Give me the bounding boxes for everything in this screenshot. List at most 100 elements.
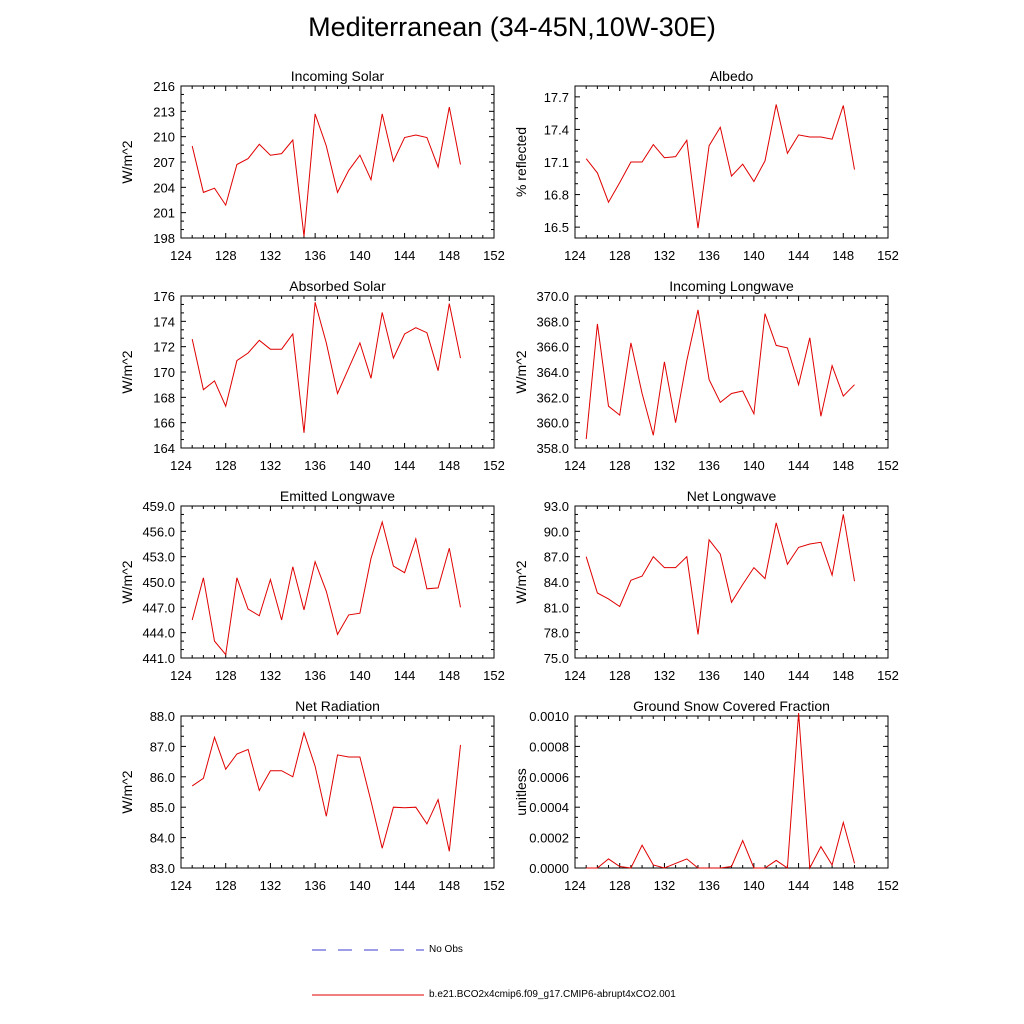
emitted-longwave-ytick-label: 450.0 [142, 575, 175, 590]
incoming-longwave-frame [574, 295, 889, 449]
emitted-longwave-xtick-label: 140 [349, 668, 371, 683]
ground-snow-covered-fraction-xtick-label: 124 [564, 878, 586, 893]
net-radiation-ytick-label: 86.0 [150, 770, 175, 785]
incoming-solar-xtick-label: 152 [483, 248, 505, 263]
ground-snow-covered-fraction-xtick-label: 136 [698, 878, 720, 893]
incoming-solar-ytick-label: 213 [153, 104, 175, 119]
net-radiation-xtick-label: 128 [215, 878, 237, 893]
incoming-solar-xtick-label: 148 [438, 248, 460, 263]
incoming-solar-xtick-label: 140 [349, 248, 371, 263]
absorbed-solar-ytick-label: 164 [153, 441, 175, 456]
incoming-longwave-ytick-label: 364.0 [536, 365, 569, 380]
absorbed-solar-ylabel: W/m^2 [119, 350, 135, 393]
incoming-solar-xtick-label: 144 [394, 248, 416, 263]
absorbed-solar-ytick-label: 174 [153, 314, 175, 329]
net-radiation-ytick-label: 87.0 [150, 739, 175, 754]
incoming-solar-ylabel: W/m^2 [119, 140, 135, 183]
net-longwave-xtick-label: 132 [654, 668, 676, 683]
incoming-longwave-series-line [585, 309, 855, 440]
incoming-solar-ytick-label: 210 [153, 130, 175, 145]
albedo-xtick-label: 140 [743, 248, 765, 263]
incoming-longwave-xtick-label: 132 [654, 458, 676, 473]
incoming-longwave-ylabel: W/m^2 [513, 350, 529, 393]
absorbed-solar-xtick-label: 132 [260, 458, 282, 473]
incoming-solar-title: Incoming Solar [291, 68, 385, 84]
absorbed-solar-xtick-label: 140 [349, 458, 371, 473]
albedo-series-line [585, 104, 855, 229]
legend-obs-line [312, 949, 424, 951]
net-longwave-xtick-label: 148 [832, 668, 854, 683]
incoming-longwave-ytick-label: 358.0 [536, 441, 569, 456]
absorbed-solar-ytick-label: 172 [153, 340, 175, 355]
absorbed-solar-xtick-label: 144 [394, 458, 416, 473]
emitted-longwave-chart: Emitted Longwave W/m^2 124 128 132 136 140 144 1… [119, 488, 505, 683]
incoming-longwave-xtick-label: 148 [832, 458, 854, 473]
ground-snow-covered-fraction-ytick-label: 0.0004 [529, 800, 569, 815]
albedo-xtick-label: 148 [832, 248, 854, 263]
ground-snow-covered-fraction-xtick-label: 148 [832, 878, 854, 893]
net-longwave-xtick-label: 152 [877, 668, 899, 683]
incoming-solar-xtick-label: 132 [260, 248, 282, 263]
incoming-longwave-chart: Incoming Longwave W/m^2 124 128 132 136 140 144… [513, 278, 899, 473]
net-radiation-title: Net Radiation [295, 698, 380, 714]
net-radiation-series-line [191, 730, 461, 852]
net-longwave-chart: Net Longwave W/m^2 124 128 132 136 140 144 148 15… [513, 488, 899, 683]
ground-snow-covered-fraction-ytick-label: 0.0006 [529, 770, 569, 785]
ground-snow-covered-fraction-series-line [586, 712, 855, 870]
incoming-longwave-ytick-label: 366.0 [536, 340, 569, 355]
albedo-xtick-label: 124 [564, 248, 586, 263]
incoming-longwave-xtick-label: 140 [743, 458, 765, 473]
incoming-solar-ytick-label: 207 [153, 155, 175, 170]
net-longwave-xtick-label: 144 [788, 668, 810, 683]
net-radiation-ytick-label: 84.0 [150, 831, 175, 846]
net-radiation-xtick-label: 132 [260, 878, 282, 893]
ground-snow-covered-fraction-xtick-label: 144 [788, 878, 810, 893]
ground-snow-covered-fraction-xtick-label: 128 [609, 878, 631, 893]
albedo-frame [574, 85, 889, 239]
ground-snow-covered-fraction-chart: Ground Snow Covered Fraction unitless 124 1… [513, 698, 899, 893]
net-radiation-ytick-label: 83.0 [150, 861, 175, 876]
albedo-xtick-label: 128 [609, 248, 631, 263]
net-radiation-xtick-label: 144 [394, 878, 416, 893]
absorbed-solar-xtick-label: 124 [170, 458, 192, 473]
incoming-solar-ytick-label: 198 [153, 231, 175, 246]
incoming-longwave-xtick-label: 124 [564, 458, 586, 473]
legend-model-label: b.e21.BCO2x4cmip6.f09_g17.CMIP6-abrupt4x… [429, 989, 676, 1000]
absorbed-solar-xtick-label: 136 [304, 458, 326, 473]
emitted-longwave-series-line [191, 520, 461, 656]
incoming-solar-ytick-label: 201 [153, 206, 175, 221]
incoming-longwave-xtick-label: 144 [788, 458, 810, 473]
absorbed-solar-ytick-label: 170 [153, 365, 175, 380]
net-longwave-ytick-label: 84.0 [544, 575, 569, 590]
net-longwave-ytick-label: 90.0 [544, 524, 569, 539]
emitted-longwave-ytick-label: 441.0 [142, 651, 175, 666]
ground-snow-covered-fraction-title: Ground Snow Covered Fraction [633, 698, 830, 714]
absorbed-solar-xtick-label: 148 [438, 458, 460, 473]
absorbed-solar-xtick-label: 128 [215, 458, 237, 473]
ground-snow-covered-fraction-ytick-label: 0.0010 [529, 709, 569, 724]
net-longwave-ytick-label: 75.0 [544, 651, 569, 666]
absorbed-solar-series-line [191, 302, 461, 433]
ground-snow-covered-fraction-xtick-label: 140 [743, 878, 765, 893]
incoming-solar-series-line [191, 107, 461, 237]
net-radiation-xtick-label: 136 [304, 878, 326, 893]
absorbed-solar-xtick-label: 152 [483, 458, 505, 473]
albedo-ylabel: % reflected [513, 127, 529, 197]
albedo-ytick-label: 17.7 [544, 90, 569, 105]
absorbed-solar-chart: Absorbed Solar W/m^2 124 128 132 136 140 144 148… [119, 278, 505, 473]
ground-snow-covered-fraction-ytick-label: 0.0000 [529, 861, 569, 876]
net-longwave-xtick-label: 136 [698, 668, 720, 683]
emitted-longwave-ytick-label: 453.0 [142, 550, 175, 565]
ground-snow-covered-fraction-ytick-label: 0.0002 [529, 831, 569, 846]
emitted-longwave-ytick-label: 447.0 [142, 600, 175, 615]
incoming-solar-xtick-label: 136 [304, 248, 326, 263]
incoming-longwave-xtick-label: 128 [609, 458, 631, 473]
incoming-longwave-ytick-label: 368.0 [536, 314, 569, 329]
incoming-solar-ytick-label: 216 [153, 79, 175, 94]
net-longwave-xtick-label: 140 [743, 668, 765, 683]
albedo-xtick-label: 132 [654, 248, 676, 263]
net-longwave-xtick-label: 124 [564, 668, 586, 683]
legend-obs-label: No Obs [429, 944, 463, 955]
net-longwave-ytick-label: 87.0 [544, 550, 569, 565]
net-radiation-ytick-label: 88.0 [150, 709, 175, 724]
